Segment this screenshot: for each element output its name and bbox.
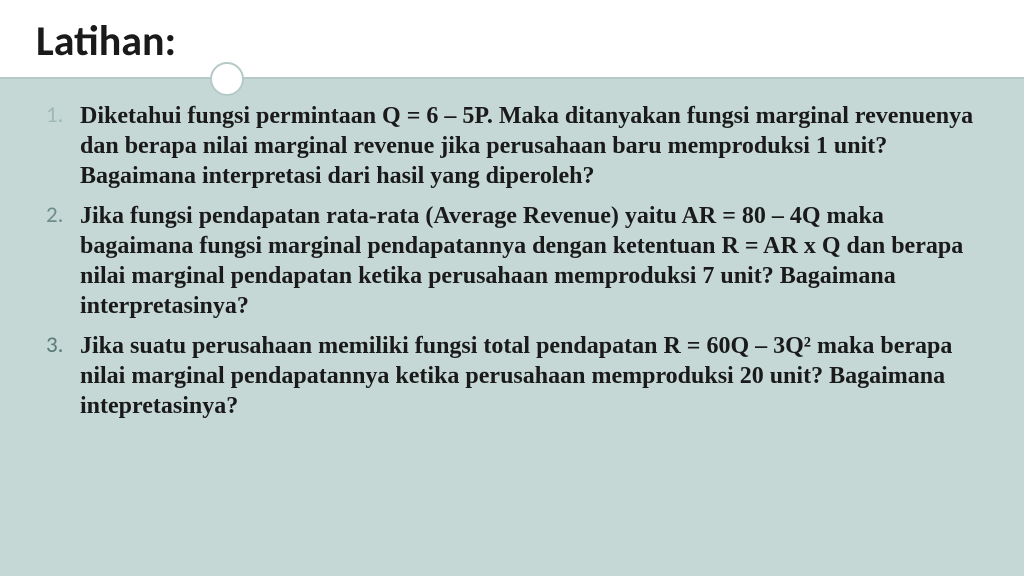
question-list: Diketahui fungsi permintaan Q = 6 – 5P. … (46, 101, 978, 421)
slide: Latihan: Diketahui fungsi permintaan Q =… (0, 0, 1024, 576)
title-bar: Latihan: (0, 0, 1024, 77)
list-item: Diketahui fungsi permintaan Q = 6 – 5P. … (80, 101, 978, 191)
divider-line (0, 77, 1024, 79)
divider-circle-icon (210, 62, 244, 96)
slide-title: Latihan: (36, 16, 988, 67)
content-area: Diketahui fungsi permintaan Q = 6 – 5P. … (0, 79, 1024, 421)
list-item: Jika suatu perusahaan memiliki fungsi to… (80, 331, 978, 421)
list-item: Jika fungsi pendapatan rata-rata (Averag… (80, 201, 978, 321)
divider (0, 77, 1024, 79)
